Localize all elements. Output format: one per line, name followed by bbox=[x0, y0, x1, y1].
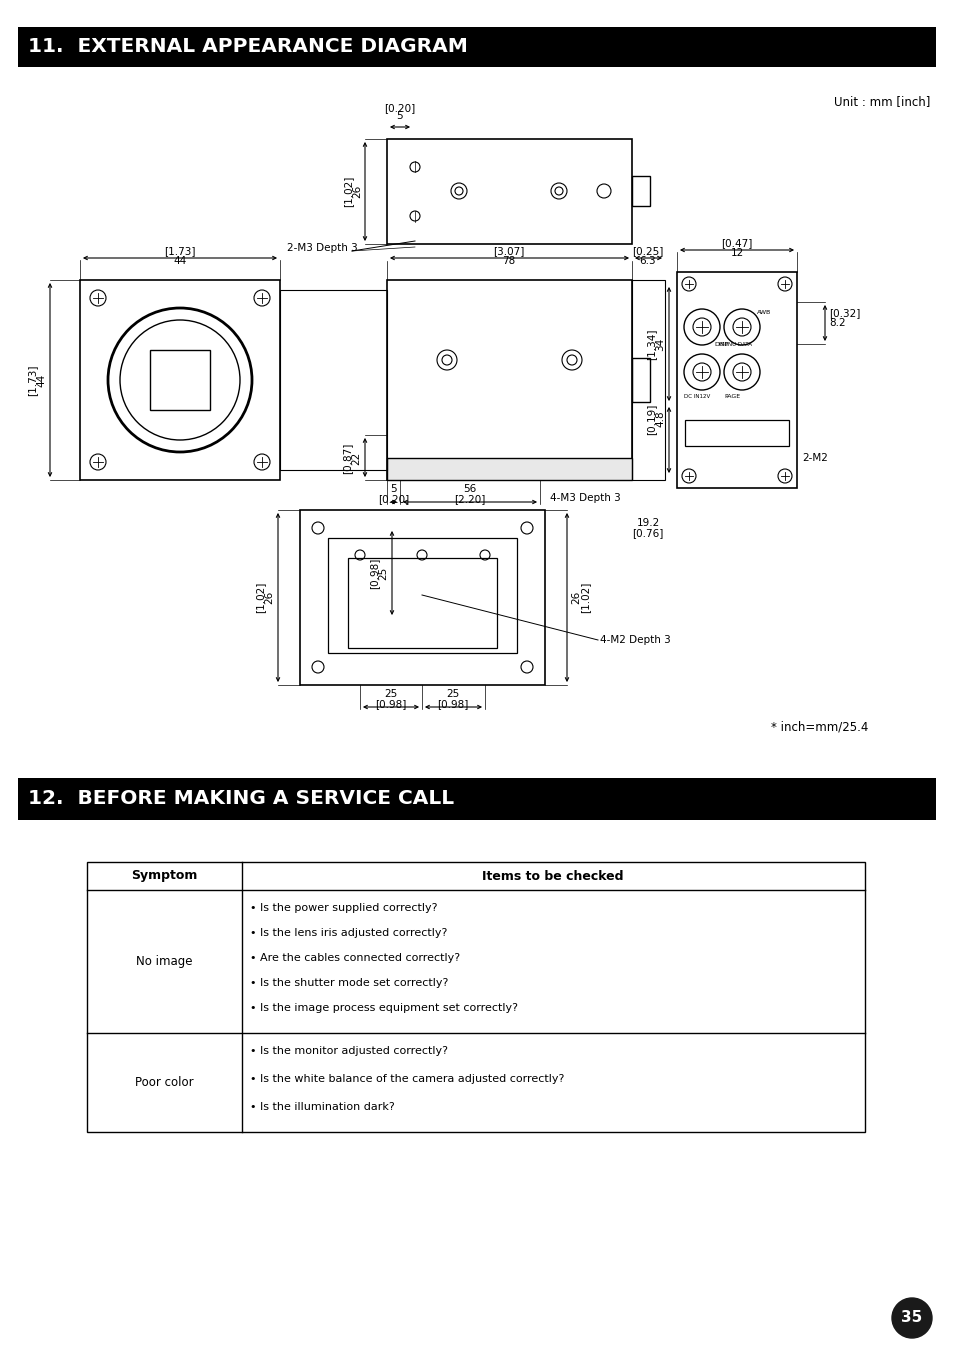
Text: 4-M3 Depth 3: 4-M3 Depth 3 bbox=[550, 493, 620, 503]
Text: DC IN12V: DC IN12V bbox=[683, 395, 709, 399]
Bar bbox=[18, 27, 935, 68]
Text: 34: 34 bbox=[655, 338, 664, 350]
Text: [1.34]: [1.34] bbox=[645, 329, 656, 360]
Text: 2-M2: 2-M2 bbox=[801, 453, 827, 462]
Text: 78: 78 bbox=[502, 256, 515, 266]
Text: MENU DATA: MENU DATA bbox=[720, 342, 751, 347]
Text: • Is the power supplied correctly?: • Is the power supplied correctly? bbox=[250, 903, 437, 913]
Text: 4-M2 Depth 3: 4-M2 Depth 3 bbox=[599, 635, 670, 645]
Text: 12.  BEFORE MAKING A SERVICE CALL: 12. BEFORE MAKING A SERVICE CALL bbox=[28, 790, 454, 808]
Bar bbox=[280, 289, 387, 470]
Text: [1.73]: [1.73] bbox=[164, 246, 195, 256]
Text: [0.98]: [0.98] bbox=[375, 699, 406, 708]
Text: 6.3: 6.3 bbox=[639, 256, 656, 266]
Text: 56: 56 bbox=[463, 484, 476, 493]
Text: 2-M3 Depth 3: 2-M3 Depth 3 bbox=[287, 243, 357, 253]
Text: 35: 35 bbox=[901, 1310, 922, 1325]
Text: AWB: AWB bbox=[757, 310, 770, 315]
Text: [0.32]: [0.32] bbox=[828, 308, 860, 318]
Text: • Is the image process equipment set correctly?: • Is the image process equipment set cor… bbox=[250, 1003, 517, 1013]
Text: 26: 26 bbox=[352, 184, 361, 197]
Bar bbox=[631, 358, 649, 402]
Text: • Is the monitor adjusted correctly?: • Is the monitor adjusted correctly? bbox=[250, 1046, 448, 1056]
Text: DISP: DISP bbox=[714, 342, 728, 347]
Bar bbox=[299, 510, 544, 685]
Text: [0.20]: [0.20] bbox=[378, 493, 409, 504]
Circle shape bbox=[891, 1298, 931, 1338]
Text: 25: 25 bbox=[377, 566, 388, 580]
Text: No image: No image bbox=[135, 955, 193, 968]
Bar bbox=[631, 280, 664, 480]
Text: [1.02]: [1.02] bbox=[343, 176, 353, 207]
Bar bbox=[677, 272, 796, 488]
Text: 22: 22 bbox=[351, 452, 360, 465]
Text: [3.07]: [3.07] bbox=[493, 246, 524, 256]
Bar bbox=[387, 280, 631, 480]
Text: [1.73]: [1.73] bbox=[27, 364, 37, 396]
Text: 8.2: 8.2 bbox=[828, 318, 844, 329]
Text: 11.  EXTERNAL APPEARANCE DIAGRAM: 11. EXTERNAL APPEARANCE DIAGRAM bbox=[28, 38, 467, 57]
Text: Items to be checked: Items to be checked bbox=[482, 869, 623, 883]
Text: 5: 5 bbox=[396, 111, 403, 120]
Bar bbox=[348, 558, 497, 648]
Bar bbox=[387, 458, 631, 480]
Bar bbox=[150, 350, 210, 410]
Bar bbox=[80, 280, 280, 480]
Text: * inch=mm/25.4: * inch=mm/25.4 bbox=[770, 721, 867, 733]
Text: [0.47]: [0.47] bbox=[720, 238, 752, 247]
Text: 4.8: 4.8 bbox=[655, 411, 664, 427]
Text: 25: 25 bbox=[384, 690, 397, 699]
Text: [0.98]: [0.98] bbox=[369, 557, 378, 588]
Text: Poor color: Poor color bbox=[134, 1075, 193, 1088]
Text: Symptom: Symptom bbox=[131, 869, 197, 883]
Text: 25: 25 bbox=[446, 690, 459, 699]
Text: [0.98]: [0.98] bbox=[436, 699, 468, 708]
Text: • Is the lens iris adjusted correctly?: • Is the lens iris adjusted correctly? bbox=[250, 927, 447, 938]
Text: 44: 44 bbox=[173, 256, 187, 266]
Text: • Is the illumination dark?: • Is the illumination dark? bbox=[250, 1102, 395, 1111]
Text: [0.20]: [0.20] bbox=[384, 103, 416, 114]
Bar bbox=[684, 420, 788, 446]
Text: 19.2: 19.2 bbox=[636, 518, 659, 529]
Text: [0.19]: [0.19] bbox=[645, 403, 656, 435]
Text: 26: 26 bbox=[571, 591, 580, 603]
Bar bbox=[18, 777, 935, 821]
Bar bbox=[631, 176, 649, 206]
Text: [2.20]: [2.20] bbox=[454, 493, 485, 504]
Bar bbox=[387, 139, 631, 243]
Text: [1.02]: [1.02] bbox=[579, 581, 589, 612]
Text: [0.87]: [0.87] bbox=[341, 442, 352, 473]
Text: 26: 26 bbox=[264, 591, 274, 603]
Text: 12: 12 bbox=[730, 247, 742, 258]
Text: [1.02]: [1.02] bbox=[254, 581, 265, 612]
Text: Unit : mm [inch]: Unit : mm [inch] bbox=[833, 95, 929, 108]
Text: 5: 5 bbox=[391, 484, 396, 493]
Text: • Is the white balance of the camera adjusted correctly?: • Is the white balance of the camera adj… bbox=[250, 1073, 564, 1084]
Text: 44: 44 bbox=[36, 373, 46, 387]
Text: [0.25]: [0.25] bbox=[632, 246, 663, 256]
Bar bbox=[328, 538, 517, 653]
Text: • Are the cables connected correctly?: • Are the cables connected correctly? bbox=[250, 953, 459, 963]
Text: [0.76]: [0.76] bbox=[632, 529, 663, 538]
Text: • Is the shutter mode set correctly?: • Is the shutter mode set correctly? bbox=[250, 977, 448, 988]
Text: PAGE: PAGE bbox=[723, 395, 740, 399]
Bar bbox=[87, 863, 864, 1132]
